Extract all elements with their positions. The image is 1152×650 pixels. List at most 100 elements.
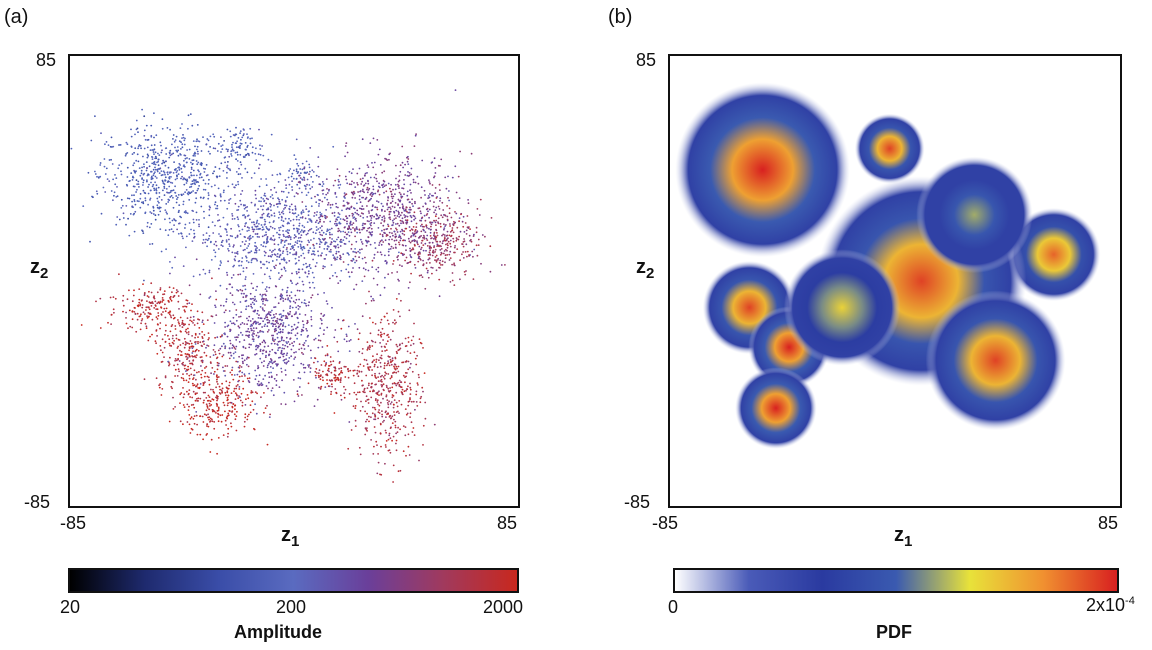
- scatter-point-cluster-9: [248, 336, 250, 338]
- scatter-point-cluster-9: [331, 306, 333, 309]
- scatter-point-cluster-0: [131, 179, 134, 181]
- scatter-point-cluster-6: [163, 293, 166, 295]
- scatter-point-cluster-10: [372, 389, 375, 392]
- scatter-point-cluster-4: [391, 272, 393, 274]
- scatter-point-cluster-1: [249, 137, 252, 140]
- scatter-point-cluster-0: [150, 144, 153, 147]
- scatter-point-cluster-5: [468, 234, 471, 237]
- scatter-point-cluster-8: [243, 420, 246, 423]
- scatter-point-cluster-5: [448, 207, 451, 210]
- scatter-point-cluster-4: [339, 257, 341, 260]
- scatter-point-cluster-3: [232, 245, 235, 248]
- scatter-point-cluster-5: [422, 228, 425, 231]
- scatter-point-cluster-0: [128, 197, 131, 200]
- scatter-point-cluster-9: [213, 373, 215, 375]
- scatter-point-cluster-3: [305, 205, 307, 208]
- scatter-point-cluster-3: [246, 210, 249, 212]
- scatter-point-cluster-10: [379, 361, 382, 364]
- scatter-point-cluster-0: [147, 203, 149, 206]
- scatter-point-cluster-4: [418, 235, 421, 238]
- scatter-point-cluster-4: [347, 203, 349, 205]
- scatter-point-cluster-3: [307, 270, 310, 273]
- scatter-point-cluster-8: [235, 387, 238, 390]
- scatter-point-cluster-0: [99, 175, 102, 178]
- scatter-point-cluster-5: [413, 233, 416, 236]
- scatter-point-cluster-0: [125, 153, 127, 155]
- scatter-point-cluster-3: [278, 198, 280, 201]
- scatter-point-cluster-9: [290, 332, 293, 334]
- scatter-point-cluster-10: [409, 393, 412, 395]
- scatter-point-cluster-1: [240, 138, 242, 141]
- scatter-point-cluster-4: [321, 200, 324, 203]
- scatter-point-cluster-3: [298, 259, 300, 262]
- scatter-point-cluster-4: [392, 195, 395, 198]
- scatter-point-cluster-9: [231, 286, 234, 289]
- scatter-point-cluster-0: [150, 181, 152, 184]
- scatter-point-cluster-9: [296, 332, 299, 335]
- scatter-point-cluster-9: [306, 336, 309, 338]
- scatter-point-cluster-10: [385, 416, 387, 418]
- scatter-point-cluster-3: [241, 241, 244, 243]
- scatter-point-cluster-8: [224, 410, 226, 413]
- scatter-point-cluster-4: [383, 170, 386, 173]
- scatter-point-cluster-4: [403, 193, 405, 196]
- scatter-point-cluster-0: [142, 173, 145, 176]
- scatter-point-cluster-2: [295, 170, 298, 173]
- scatter-point-cluster-0: [175, 149, 178, 152]
- scatter-point-cluster-11: [339, 381, 342, 383]
- scatter-point-cluster-10: [422, 347, 424, 349]
- scatter-point-cluster-0: [144, 192, 147, 195]
- scatter-point-cluster-4: [396, 215, 399, 217]
- scatter-point-cluster-9: [278, 318, 281, 321]
- scatter-point-cluster-5: [440, 248, 443, 250]
- scatter-point-cluster-3: [271, 253, 274, 256]
- scatter-point-cluster-4: [369, 215, 372, 218]
- scatter-point-cluster-0: [135, 128, 138, 131]
- scatter-point-cluster-10: [370, 439, 372, 441]
- scatter-point-cluster-8: [212, 390, 215, 393]
- scatter-point-cluster-10: [413, 322, 415, 325]
- scatter-point-cluster-8: [207, 413, 210, 416]
- scatter-point-cluster-3: [317, 156, 320, 158]
- scatter-point-cluster-0: [147, 138, 150, 141]
- scatter-point-cluster-0: [184, 191, 186, 194]
- scatter-point-cluster-9: [298, 348, 300, 351]
- scatter-point-cluster-8: [234, 398, 237, 400]
- scatter-point-cluster-11: [323, 360, 326, 363]
- scatter-point-cluster-9: [285, 315, 287, 317]
- scatter-point-cluster-9: [240, 331, 242, 334]
- pdf-colorbar-tick-max: 2x10-4: [1086, 595, 1135, 615]
- scatter-point-cluster-3: [248, 229, 250, 232]
- scatter-point-cluster-9: [248, 331, 251, 333]
- scatter-point-cluster-9: [306, 321, 309, 324]
- scatter-point-cluster-5: [466, 215, 469, 217]
- scatter-point-cluster-3: [285, 261, 288, 264]
- scatter-point-cluster-9: [228, 310, 231, 312]
- scatter-point-cluster-3: [341, 209, 343, 212]
- scatter-point-cluster-3: [236, 234, 239, 237]
- scatter-point-cluster-6: [148, 306, 150, 309]
- scatter-point-cluster-10: [397, 310, 400, 313]
- scatter-point-cluster-10: [379, 334, 382, 337]
- scatter-point-cluster-10: [401, 392, 404, 395]
- scatter-point-cluster-10: [390, 376, 393, 378]
- scatter-point-cluster-5: [428, 257, 431, 259]
- scatter-point-cluster-3: [272, 249, 275, 252]
- density-peak: [916, 156, 1033, 273]
- scatter-point-cluster-1: [224, 161, 227, 164]
- scatter-point-cluster-6: [155, 330, 158, 332]
- scatter-point-cluster-2: [288, 170, 290, 172]
- scatter-point-cluster-11: [338, 373, 341, 375]
- scatter-point-cluster-7: [205, 354, 208, 357]
- scatter-point-cluster-8: [215, 402, 218, 405]
- scatter-point-cluster-6: [156, 308, 159, 311]
- scatter-point-cluster-3: [270, 189, 272, 191]
- scatter-point-cluster-9: [259, 343, 262, 346]
- scatter-point-cluster-8: [227, 394, 230, 397]
- scatter-point-cluster-9: [279, 276, 282, 279]
- scatter-point-cluster-4: [370, 209, 373, 212]
- scatter-point-cluster-0: [126, 152, 129, 154]
- scatter-point-cluster-11: [352, 374, 355, 377]
- scatter-point-cluster-0: [164, 218, 166, 221]
- scatter-point-cluster-8: [248, 413, 250, 416]
